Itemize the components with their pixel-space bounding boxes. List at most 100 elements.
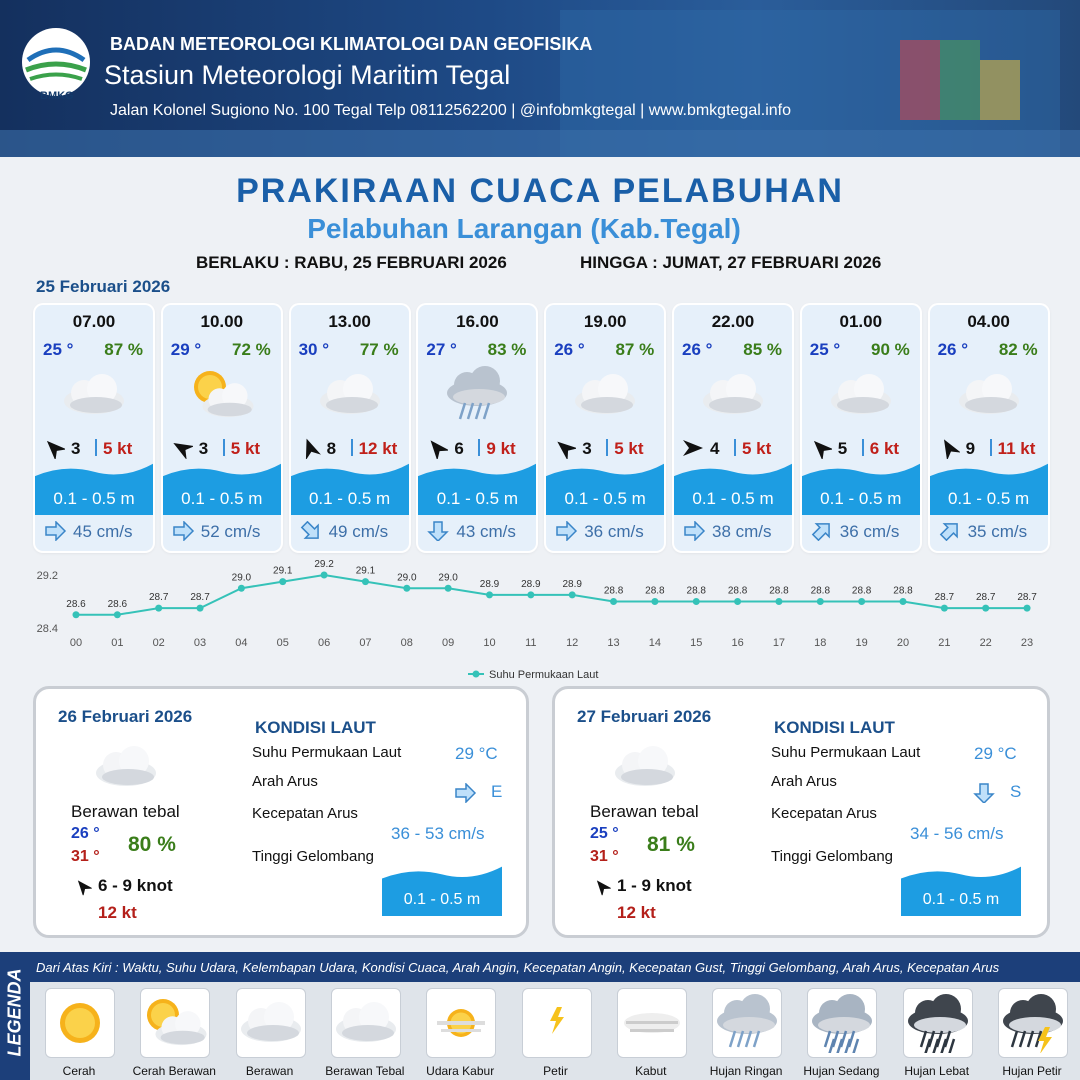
- data-label: 28.7: [976, 592, 996, 603]
- icon-svg: [455, 782, 477, 804]
- wind-direction: [810, 437, 834, 464]
- icon-g: [155, 1011, 207, 1046]
- icon-line: [459, 402, 467, 420]
- x-tick-label: 00: [70, 637, 82, 649]
- weather-icon: [610, 737, 680, 802]
- legend-item: Petir: [543, 1064, 568, 1078]
- sst: 29 °C: [455, 744, 498, 763]
- icon-svg: [430, 440, 450, 461]
- wave-height: 0.1 - 0.5 m: [403, 891, 481, 908]
- icon-svg: [615, 746, 675, 786]
- icon-line: [836, 1038, 844, 1056]
- icon-circle: [175, 1011, 201, 1037]
- icon-rect: [441, 1029, 482, 1032]
- icon-path: [45, 520, 67, 542]
- icon-line: [832, 1030, 840, 1048]
- humidity: 82 %: [998, 340, 1038, 359]
- x-tick-label: 12: [566, 637, 578, 649]
- legend-item: Hujan Sedang: [803, 1064, 880, 1078]
- agency: BADAN METEOROLOGI KLIMATOLOGI DAN GEOFIS…: [110, 34, 593, 54]
- icon-svg: [943, 439, 961, 461]
- icon-path: [173, 520, 194, 542]
- current-speed: 45 cm/s: [73, 522, 133, 541]
- data-label: 28.7: [935, 592, 955, 603]
- x-tick-label: 08: [401, 637, 413, 649]
- legend-icon-box: [616, 988, 687, 1058]
- icon-svg: [193, 371, 254, 418]
- icon-line: [935, 1030, 943, 1048]
- current-speed: 35 cm/s: [967, 522, 1028, 541]
- icon-path: [455, 782, 477, 804]
- data-label: 28.7: [1017, 592, 1037, 603]
- wind-direction: [593, 878, 613, 900]
- x-tick-label: 02: [153, 637, 165, 649]
- current-speed: 36 - 53 cm/s: [391, 824, 485, 843]
- icon-g: [811, 523, 830, 542]
- legend-band: [30, 952, 1080, 982]
- icon-g: [64, 374, 124, 414]
- icon-circle: [726, 374, 756, 404]
- x-tick-label: 09: [442, 637, 454, 649]
- icon-svg: [546, 463, 665, 515]
- header: BMKG BADAN METEOROLOGI KLIMATOLOGI DAN G…: [0, 0, 1080, 157]
- icon-ellipse: [453, 389, 506, 405]
- humidity: 81 %: [647, 833, 695, 856]
- gust: 12 kt: [98, 903, 137, 922]
- legend-icon-box: [521, 988, 592, 1058]
- separator: [734, 439, 736, 456]
- icon-svg: [1003, 994, 1063, 1054]
- weather-icon: [570, 365, 640, 430]
- humidity: 83 %: [487, 340, 527, 359]
- icon-svg: [549, 1007, 564, 1034]
- separator: [95, 439, 97, 456]
- icon-g: [958, 374, 1019, 414]
- y-tick-label: 29.2: [37, 570, 58, 582]
- icon-svg: [437, 1009, 486, 1037]
- icon-g: [907, 994, 968, 1056]
- sea-label: Suhu Permukaan Laut: [252, 744, 402, 761]
- icon-path: [162, 463, 281, 515]
- icon-circle: [470, 366, 501, 396]
- legend-icon-box: [807, 988, 878, 1058]
- weather-icon: [332, 993, 400, 1058]
- wave-height: 0.1 - 0.5 m: [922, 891, 1000, 908]
- legend-label: Suhu Permukaan Laut: [489, 669, 598, 681]
- icon-line: [828, 1038, 836, 1056]
- wave-band: [290, 461, 409, 520]
- day2-panel: 26 Februari 2026 Berawan tebal 26 ° 31 ° 80 …: [33, 686, 529, 938]
- icon-path: [801, 463, 920, 515]
- weather-icon: [187, 365, 257, 430]
- wind: 6 - 9 knot: [98, 876, 173, 895]
- icon-rect: [900, 40, 940, 120]
- icon-path: [929, 463, 1048, 515]
- data-label: 28.7: [190, 592, 210, 603]
- icon-rect: [980, 60, 1020, 120]
- sst-point: [858, 598, 866, 605]
- data-label: 29.0: [232, 572, 252, 583]
- icon-line: [931, 1038, 939, 1056]
- icon-g: [147, 999, 207, 1046]
- wave-height: 0.1 - 0.5 m: [820, 489, 902, 508]
- icon-path: [557, 441, 578, 461]
- sea-label: Arah Arus: [252, 773, 318, 790]
- icon-svg: [557, 441, 578, 461]
- icon-path: [674, 463, 792, 515]
- icon-line: [1034, 1030, 1043, 1048]
- icon-circle: [638, 746, 668, 776]
- valid-to: HINGGA : JUMAT, 27 FEBRUARI 2026: [580, 253, 882, 272]
- icon-g: [812, 994, 873, 1034]
- icon-g: [830, 374, 891, 414]
- icon-g: [64, 374, 124, 414]
- wave-band: [546, 461, 665, 520]
- data-label: 29.1: [356, 566, 376, 577]
- wave-band: [35, 461, 153, 520]
- legend-swatch-dot: [472, 670, 480, 678]
- sst-point: [610, 598, 618, 605]
- wind-speed: 8: [326, 439, 337, 458]
- icon-circle: [87, 374, 117, 404]
- day3-panel: 27 Februari 2026 Berawan tebal 25 ° 31 ° 81 …: [552, 686, 1050, 938]
- icon-path: [684, 520, 706, 542]
- icon-ellipse: [913, 1017, 966, 1033]
- icon-g: [717, 994, 778, 1048]
